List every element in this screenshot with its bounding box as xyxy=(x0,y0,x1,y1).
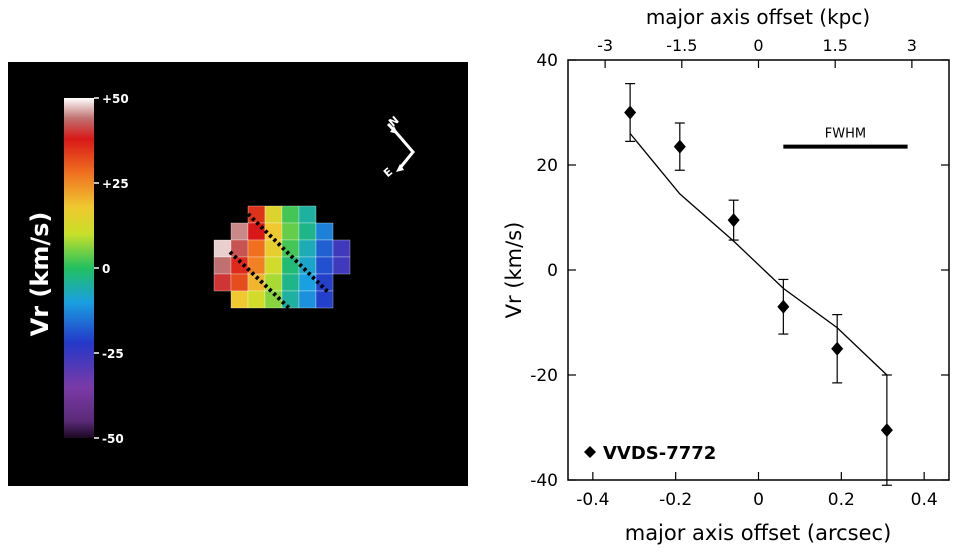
y-tick-label: 0 xyxy=(547,261,558,281)
compass-icon xyxy=(386,122,415,172)
colorbar-tick-label: 0 xyxy=(102,262,110,276)
x2-tick-label: 0 xyxy=(753,36,763,55)
colorbar-tick-label: -25 xyxy=(102,347,124,361)
data-points xyxy=(624,83,893,486)
data-point-marker xyxy=(727,213,740,228)
x-tick-label: 0.4 xyxy=(911,490,938,510)
x2-axis-label: major axis offset (kpc) xyxy=(646,5,870,29)
colorbar-tick-label: -50 xyxy=(102,432,124,446)
map-pixel xyxy=(332,256,351,275)
model-curve xyxy=(629,133,888,376)
velocity-map-cells xyxy=(213,205,351,309)
fwhm-label: FWHM xyxy=(825,127,866,142)
data-point-marker xyxy=(624,105,637,120)
x-tick-label: -0.4 xyxy=(576,490,609,510)
x2-tick-label: -3 xyxy=(597,36,613,55)
colorbar xyxy=(64,98,94,438)
data-point-marker xyxy=(880,423,893,438)
colorbar-tick-label: +50 xyxy=(102,92,129,106)
y-axis-label: Vr (km/s) xyxy=(502,222,526,319)
slit-lines xyxy=(228,212,330,326)
x-tick-label: 0 xyxy=(753,490,764,510)
y-tick-label: -40 xyxy=(530,471,558,491)
colorbar-ticks: +50 +25 0 -25 -50 xyxy=(94,92,129,446)
legend: VVDS-7772 xyxy=(584,443,716,464)
y-tick-label: 20 xyxy=(536,156,558,176)
colorbar-label: Vr (km/s) xyxy=(26,212,54,337)
data-point-marker xyxy=(777,299,790,314)
colorbar-tick-label: +25 xyxy=(102,177,129,191)
x-ticks: -0.4 -0.2 0 0.2 0.4 xyxy=(576,472,938,510)
legend-label: VVDS-7772 xyxy=(603,443,716,464)
velocity-map-panel: Vr (km/s) +50 +25 0 -25 -50 N E xyxy=(8,62,468,486)
velocity-map-svg: Vr (km/s) +50+250-25-50 N E xyxy=(26,92,415,446)
legend-marker-icon xyxy=(584,446,596,458)
x2-ticks: -3 -1.5 0 1.5 3 xyxy=(597,36,917,68)
y-tick-label: -20 xyxy=(530,366,558,386)
data-point-marker xyxy=(673,139,686,154)
y-tick-label: 40 xyxy=(536,51,558,71)
x2-tick-label: 1.5 xyxy=(822,36,847,55)
x2-tick-label: 3 xyxy=(907,36,917,55)
y-ticks: -40 -20 0 20 40 xyxy=(530,51,949,491)
x-axis-label: major axis offset (arcsec) xyxy=(625,521,892,545)
x-tick-label: -0.2 xyxy=(659,490,692,510)
model-line xyxy=(629,133,888,376)
x-tick-label: 0.2 xyxy=(828,490,855,510)
x2-tick-label: -1.5 xyxy=(666,36,697,55)
fwhm-bar: FWHM xyxy=(783,127,908,149)
plot-frame xyxy=(567,59,950,481)
data-point-marker xyxy=(831,341,844,356)
